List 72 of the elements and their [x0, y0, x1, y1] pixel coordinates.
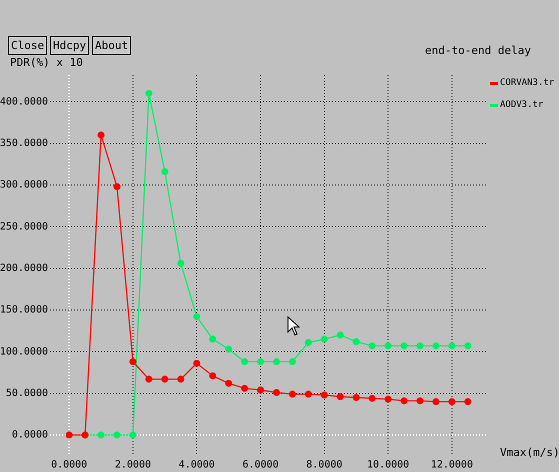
x-axis-title: Vmax(m/s)	[500, 446, 559, 459]
point	[98, 432, 105, 438]
x-tick-label: 4.0000	[178, 460, 215, 471]
y-tick-label: 100.0000	[0, 346, 48, 358]
y-tick-label: 400.0000	[0, 96, 48, 108]
point	[272, 358, 280, 366]
x-tick-label: 12.0000	[430, 460, 473, 471]
point	[320, 392, 328, 398]
point	[177, 376, 184, 383]
point	[241, 358, 248, 366]
y-tick-label: 150.0000	[0, 304, 48, 316]
y-tick-label: 50.0000	[6, 388, 48, 399]
point	[352, 338, 360, 346]
x-tick-label: 6.0000	[242, 460, 279, 471]
point	[464, 398, 472, 406]
point	[98, 132, 105, 138]
point	[225, 380, 232, 387]
x-tick-label: 10.0000	[367, 460, 410, 471]
point	[336, 393, 344, 400]
point	[193, 313, 200, 320]
text: Close	[8, 36, 48, 55]
legend-label: CORVAN3.tr	[500, 78, 554, 88]
point	[304, 339, 312, 346]
point	[272, 389, 280, 396]
point	[241, 384, 248, 392]
point	[464, 342, 472, 350]
y-axis-title: PDR(%) x 10	[10, 56, 83, 69]
point	[352, 394, 360, 401]
point	[432, 398, 440, 406]
point	[193, 360, 200, 367]
point	[288, 390, 296, 398]
point	[336, 332, 344, 338]
point	[304, 390, 312, 398]
point	[257, 358, 264, 366]
point	[320, 336, 328, 343]
point	[448, 342, 456, 350]
point	[209, 372, 216, 380]
point	[368, 394, 376, 402]
point	[145, 90, 152, 97]
point	[225, 346, 232, 353]
point	[161, 376, 168, 383]
point	[400, 342, 408, 350]
point	[416, 342, 424, 350]
point	[288, 358, 296, 366]
x-tick-label: 0.0000	[51, 460, 88, 471]
y-tick-label: 250.0000	[0, 221, 48, 232]
y-tick-label: 300.0000	[0, 180, 48, 191]
x-tick-label: 8.0000	[306, 460, 342, 471]
x-tick-label: 2.0000	[114, 460, 151, 471]
point	[145, 376, 152, 383]
y-tick-label: 200.0000	[0, 262, 48, 274]
point	[448, 398, 456, 406]
point	[161, 168, 168, 176]
point	[416, 397, 424, 404]
point	[368, 342, 376, 350]
chart-title: end-to-end delay	[425, 44, 531, 57]
y-tick-label: 350.0000	[0, 138, 48, 149]
text: About	[92, 36, 132, 55]
point	[113, 183, 120, 190]
point	[177, 260, 184, 267]
legend-label: AODV3.tr	[500, 100, 544, 110]
point	[432, 342, 440, 350]
point	[384, 342, 392, 350]
point	[384, 396, 392, 403]
point	[129, 432, 136, 438]
text: Hdcpy	[50, 36, 90, 55]
y-tick-label: 0.0000	[12, 430, 48, 441]
point	[257, 386, 264, 394]
point	[209, 336, 216, 343]
point	[400, 397, 408, 404]
point	[129, 358, 136, 366]
point	[113, 432, 120, 438]
